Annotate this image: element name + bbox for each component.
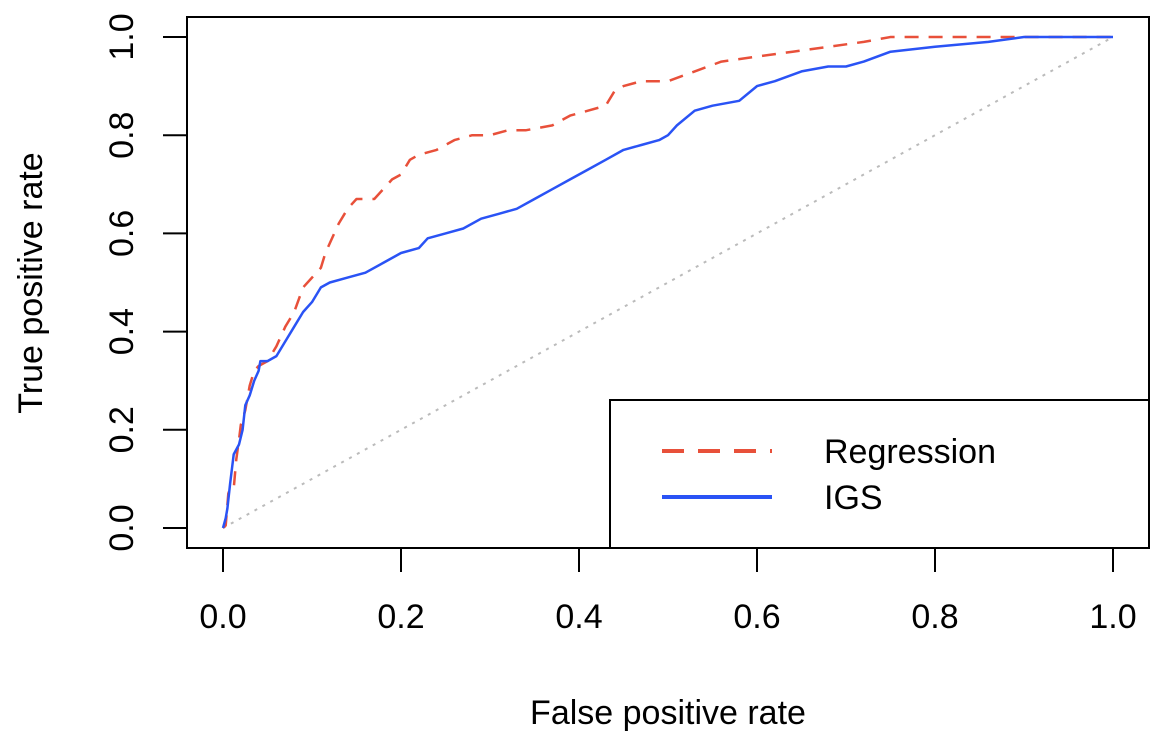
x-tick-label: 0.6: [733, 598, 780, 636]
legend: Regression IGS: [609, 399, 1150, 549]
legend-box: [609, 399, 1150, 549]
x-tick-label: 0.4: [555, 598, 602, 636]
y-tick-label: 0.4: [103, 308, 141, 355]
series-line-igs: [221, 35, 1113, 529]
y-tick-label: 0.2: [103, 406, 141, 453]
x-tick-label: 1.0: [1089, 598, 1136, 636]
x-tick-label: 0.8: [911, 598, 958, 636]
x-axis: 0.0 0.2 0.4 0.6 0.8 1.0: [199, 547, 1137, 636]
y-tick-label: 1.0: [103, 13, 141, 60]
y-axis-title: True positive rate: [12, 152, 50, 413]
y-tick-label: 0.0: [103, 504, 141, 551]
reference-diagonal-line: [222, 36, 1114, 529]
legend-label-regression: Regression: [824, 433, 996, 471]
x-tick-label: 0.2: [377, 598, 424, 636]
y-axis: 0.0 0.2 0.4 0.6 0.8 1.0: [103, 13, 188, 552]
y-tick-label: 0.8: [103, 112, 141, 159]
y-tick-label: 0.6: [103, 210, 141, 257]
x-tick-label: 0.0: [199, 598, 246, 636]
series-layer: [221, 35, 1113, 529]
x-axis-title: False positive rate: [530, 694, 806, 731]
series-line-regression: [222, 35, 1113, 529]
legend-label-igs: IGS: [824, 479, 883, 517]
